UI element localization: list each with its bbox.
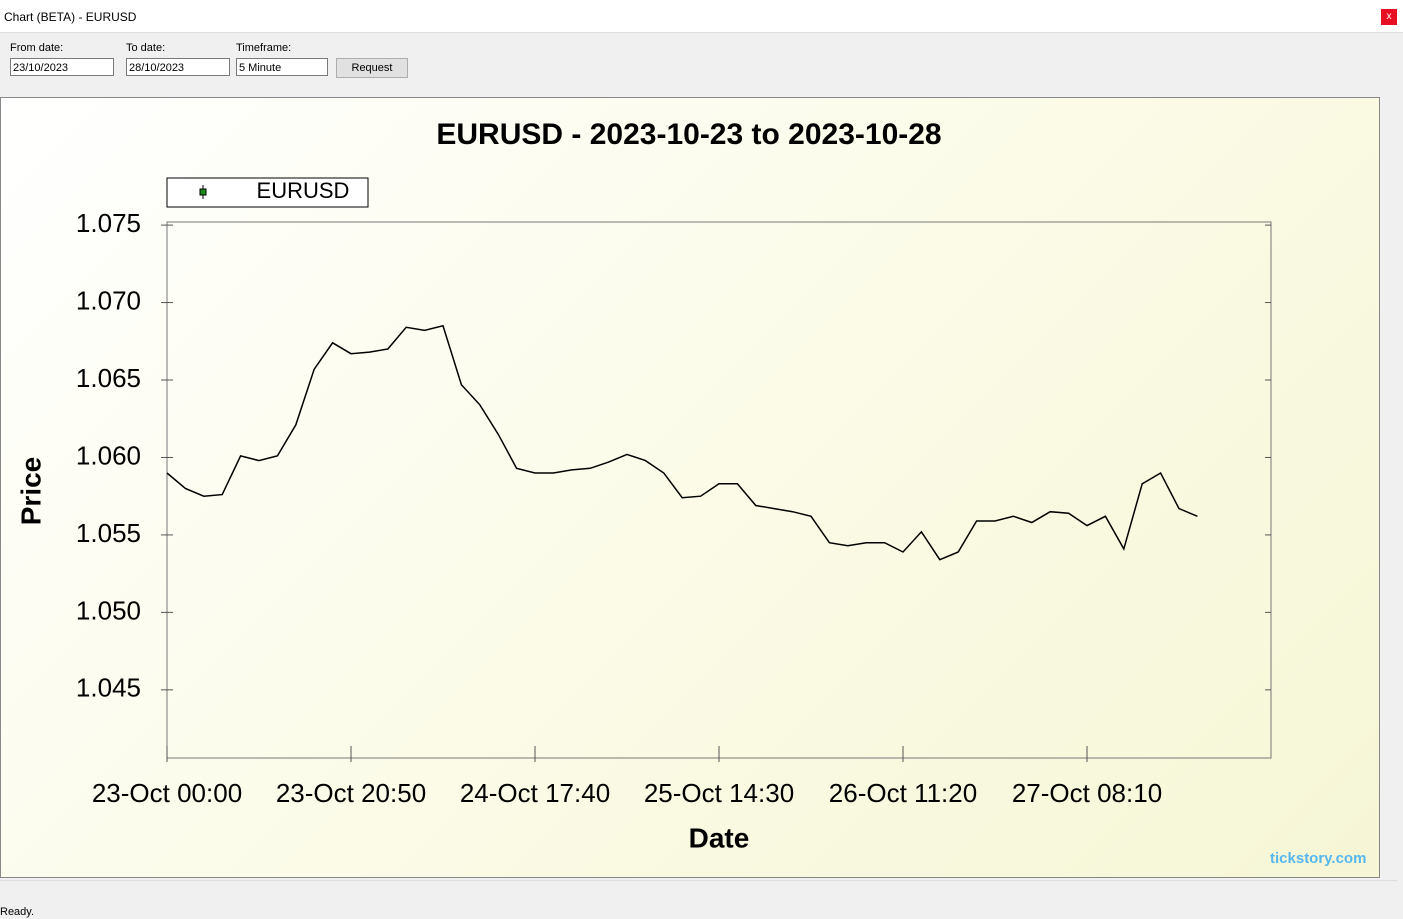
legend-icon: [199, 188, 207, 196]
to-date[interactable]: 28/10/2023: [126, 58, 230, 76]
price-line: [166, 324, 1198, 561]
close-button[interactable]: x: [1381, 9, 1397, 25]
y-tick-label: 1.045: [76, 673, 141, 703]
from-date[interactable]: 23/10/2023: [10, 58, 114, 76]
x-axis-label: Date: [689, 822, 750, 853]
chart-panel: EURUSD - 2023-10-23 to 2023-10-28 Date P…: [0, 97, 1380, 878]
y-tick-label: 1.070: [76, 285, 141, 315]
legend-label: EURUSD: [257, 178, 350, 203]
y-tick-label: 1.050: [76, 595, 141, 625]
from-label: From date:: [10, 42, 64, 54]
title-bar: Chart (BETA) - EURUSD: [0, 0, 1403, 33]
status-bar: Ready.: [0, 906, 35, 918]
x-tick-label: 26-Oct 11:20: [829, 778, 977, 808]
y-tick-label: 1.075: [76, 208, 141, 238]
y-tick-label: 1.060: [76, 440, 141, 470]
chart: EURUSD - 2023-10-23 to 2023-10-28 Date P…: [15, 118, 1272, 853]
window-title: Chart (BETA) - EURUSD: [4, 10, 137, 24]
timeframe-label: Timeframe:: [236, 42, 292, 54]
watermark: tickstory.com: [1270, 850, 1367, 867]
horizontal-scrollbar[interactable]: [0, 880, 1397, 897]
request-button[interactable]: Request: [336, 58, 408, 78]
plot-frame: [166, 221, 1272, 759]
timeframe-select[interactable]: 5 Minute: [236, 58, 328, 76]
chart-title: EURUSD - 2023-10-23 to 2023-10-28: [436, 118, 941, 151]
vertical-scrollbar[interactable]: [1381, 97, 1397, 878]
y-tick-label: 1.065: [76, 363, 141, 393]
x-tick-label: 23-Oct 00:00: [92, 778, 242, 808]
to-label: To date:: [126, 42, 166, 54]
x-tick-label: 24-Oct 17:40: [460, 778, 610, 808]
x-tick-label: 25-Oct 14:30: [644, 778, 794, 808]
x-tick-label: 27-Oct 08:10: [1012, 778, 1162, 808]
x-tick-label: 23-Oct 20:50: [276, 778, 426, 808]
y-tick-label: 1.055: [76, 518, 141, 548]
y-axis-label: Price: [15, 457, 46, 526]
